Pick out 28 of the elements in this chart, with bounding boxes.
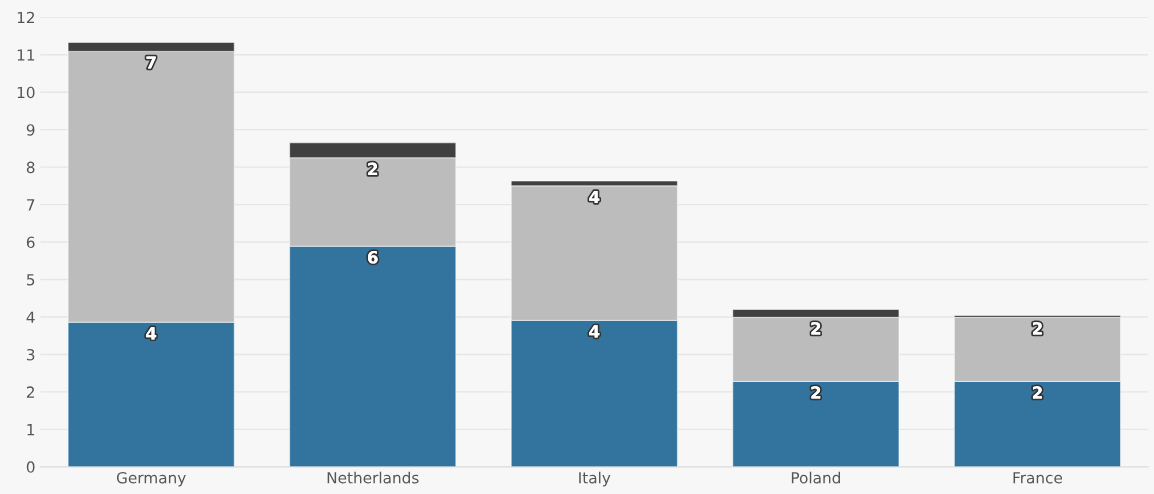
x-tick-label: Netherlands: [327, 471, 419, 484]
y-tick-label: 3: [26, 348, 35, 361]
data-label: 7: [146, 56, 156, 69]
y-tick-label: 7: [27, 199, 35, 211]
y-tick-label: 8: [26, 161, 35, 174]
y-tick-label: 12: [17, 11, 34, 24]
x-tick-label: Germany: [116, 471, 186, 487]
data-label: 4: [589, 325, 600, 338]
data-label: 2: [1032, 322, 1042, 335]
y-tick-label: 5: [26, 274, 35, 286]
x-tick-label: Poland: [791, 471, 840, 484]
data-label: 2: [1032, 386, 1042, 399]
data-label: 4: [589, 190, 600, 204]
y-tick-label: 6: [26, 236, 35, 249]
data-label: 4: [146, 327, 157, 340]
y-tick-label: 2: [26, 386, 34, 398]
y-tick-label: 1: [27, 424, 35, 436]
y-tick-label: 9: [26, 124, 35, 136]
y-tick-label: 11: [17, 49, 35, 61]
x-tick-label: France: [1013, 472, 1063, 484]
data-label: 2: [811, 386, 821, 399]
y-tick-label: 4: [26, 311, 35, 323]
data-label: 6: [367, 250, 378, 264]
y-tick-label: 0: [26, 461, 35, 473]
data-label: 2: [368, 162, 378, 175]
x-tick-label: Italy: [579, 471, 611, 487]
y-tick-label: 10: [17, 86, 35, 99]
data-label: 2: [811, 322, 821, 335]
